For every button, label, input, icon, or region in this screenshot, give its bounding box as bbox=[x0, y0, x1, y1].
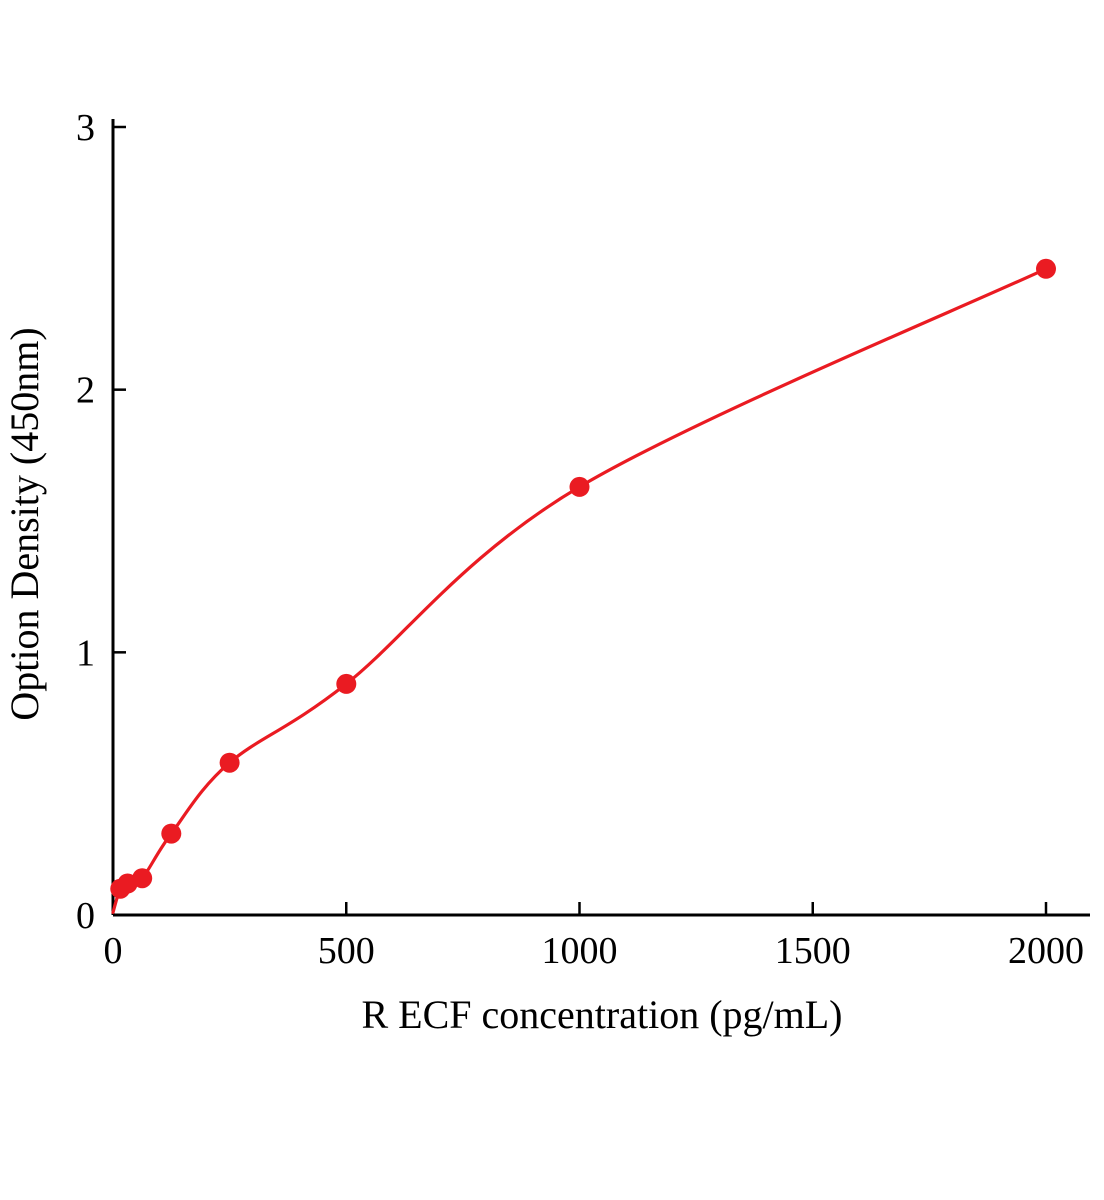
x-tick-label: 1000 bbox=[542, 930, 618, 972]
data-point bbox=[161, 823, 182, 844]
x-tick-label: 500 bbox=[318, 930, 375, 972]
fitted-curve bbox=[111, 267, 1048, 914]
y-tick-label: 1 bbox=[76, 632, 95, 674]
data-point bbox=[132, 868, 153, 889]
y-tick-label: 3 bbox=[76, 107, 95, 149]
data-point bbox=[219, 752, 240, 773]
x-tick-label: 2000 bbox=[1008, 930, 1084, 972]
chart-plot-area: 0 500 1000 1500 2000 0 1 2 3 bbox=[76, 107, 1090, 972]
y-tick-label: 2 bbox=[76, 370, 95, 412]
x-tick-label: 0 bbox=[104, 930, 123, 972]
y-axis-label: Option Density (450nm) bbox=[2, 327, 47, 720]
data-point bbox=[336, 673, 357, 694]
data-point bbox=[1036, 258, 1056, 279]
x-axis-label: R ECF concentration (pg/mL) bbox=[361, 992, 842, 1037]
y-tick-label: 0 bbox=[76, 895, 95, 937]
x-tick-label: 1500 bbox=[775, 930, 851, 972]
data-point bbox=[569, 476, 590, 497]
